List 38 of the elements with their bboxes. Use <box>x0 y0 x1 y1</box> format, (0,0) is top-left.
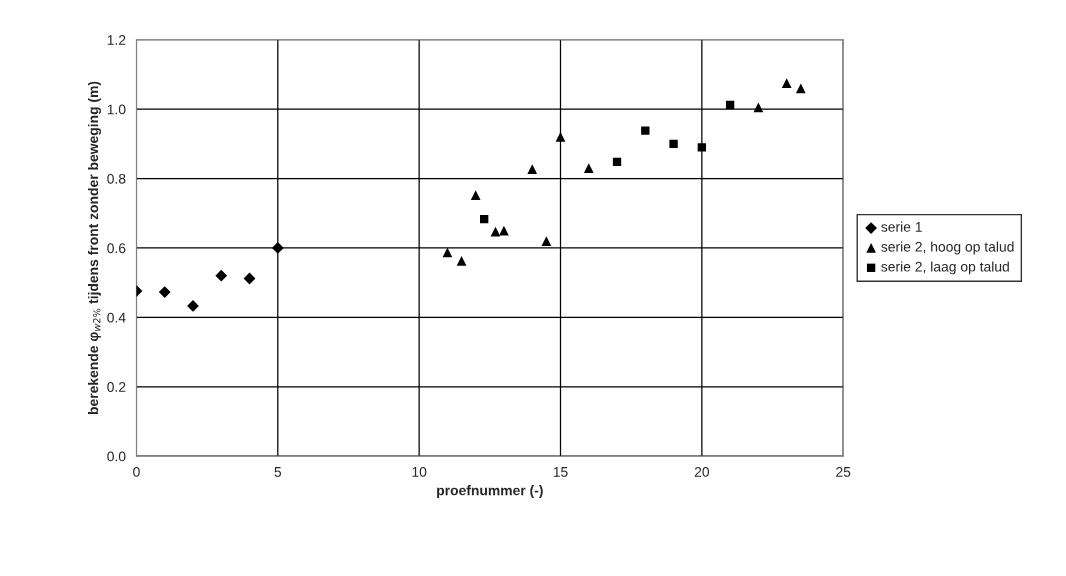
point <box>470 190 481 201</box>
point <box>725 100 735 110</box>
point <box>480 215 489 224</box>
x-tick-label: 15 <box>553 467 568 477</box>
x-axis-title: proefnummer (-) <box>437 485 543 499</box>
y-tick-label: 0.2 <box>107 382 126 392</box>
point <box>271 242 284 254</box>
point <box>527 164 538 175</box>
point <box>641 126 650 135</box>
point <box>669 139 678 149</box>
y-tick-label: 1.0 <box>107 104 126 115</box>
point <box>753 102 764 113</box>
y-axis-title: berekende φ$_{w2%}$ tijdens front zonder beweging (m) <box>87 81 101 415</box>
y-tick-label: 0.8 <box>107 173 126 184</box>
point <box>555 132 566 142</box>
point <box>541 236 552 246</box>
point <box>158 286 171 298</box>
legend-label: serie 2, laag op talud <box>881 261 1009 275</box>
x-tick-label: 5 <box>274 467 282 477</box>
y-tick-label: 0.0 <box>107 451 126 462</box>
y-tick-label: 0.6 <box>107 243 126 254</box>
point <box>781 78 792 88</box>
y-tick-label: 1.2 <box>107 35 126 45</box>
x-tick-label: 10 <box>412 466 427 477</box>
x-tick-label: 20 <box>694 466 710 477</box>
point <box>456 255 467 266</box>
point <box>490 226 501 237</box>
point <box>697 143 707 152</box>
x-tick-label: 25 <box>836 466 851 477</box>
legend-label: serie 1 <box>881 221 922 232</box>
point <box>442 247 453 258</box>
point <box>795 83 806 94</box>
legend-label: serie 2, hoog op talud <box>881 241 1014 255</box>
point <box>612 157 622 167</box>
y-tick-label: 0.4 <box>107 312 126 323</box>
x-tick-label: 0 <box>133 466 140 477</box>
point <box>215 269 228 282</box>
point <box>583 163 594 174</box>
